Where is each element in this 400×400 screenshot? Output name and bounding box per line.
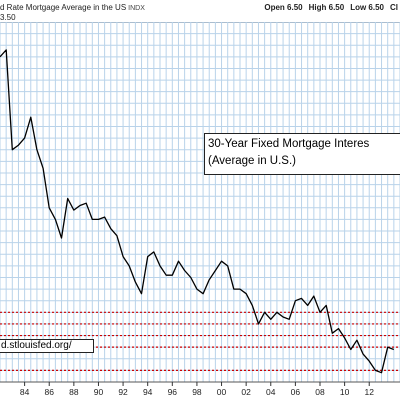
x-tick-label: 12	[364, 387, 374, 397]
x-tick-label: 00	[217, 387, 227, 397]
annotation-line-1: 30-Year Fixed Mortgage Interes	[208, 138, 370, 150]
chart-title-suffix: INDX	[128, 5, 145, 12]
chart-annotation: 30-Year Fixed Mortgage Interes (Average …	[204, 133, 400, 175]
chart-title: d Rate Mortgage Average in the US INDX	[0, 3, 145, 12]
x-tick-label: 10	[340, 387, 350, 397]
x-tick-label: 08	[315, 387, 325, 397]
low-label: Low 6.50	[350, 3, 384, 12]
series-line-mortgage-rate	[0, 49, 395, 374]
close-label: Cl	[390, 3, 398, 12]
source-label: d.stlouisfed.org/	[0, 339, 94, 353]
x-tick-label: 04	[266, 387, 276, 397]
x-tick-label: 88	[69, 387, 79, 397]
x-tick-label: 98	[192, 387, 202, 397]
chart-title-text: d Rate Mortgage Average in the US	[0, 3, 127, 12]
high-label: High 6.50	[308, 3, 345, 12]
x-tick-label: 90	[94, 387, 104, 397]
x-tick-label: 92	[118, 387, 128, 397]
x-tick-label: 02	[241, 387, 251, 397]
annotation-line-2: (Average in U.S.)	[208, 155, 296, 167]
chart-header: d Rate Mortgage Average in the US INDX Op…	[0, 0, 400, 23]
x-tick-label: 94	[143, 387, 153, 397]
x-tick-label: 86	[44, 387, 54, 397]
x-tick-label: 84	[20, 387, 30, 397]
x-tick-label: 96	[168, 387, 178, 397]
last-value-label: 3.50	[0, 13, 16, 22]
ohlc-readout: Open 6.50 High 6.50 Low 6.50 Cl	[258, 3, 398, 12]
chart-plot: 84 86 88 90 92 94 96 98 00 02 04 06 08 10 12	[0, 22, 400, 397]
x-tick-label: 06	[291, 387, 301, 397]
open-label: Open 6.50	[264, 3, 303, 12]
